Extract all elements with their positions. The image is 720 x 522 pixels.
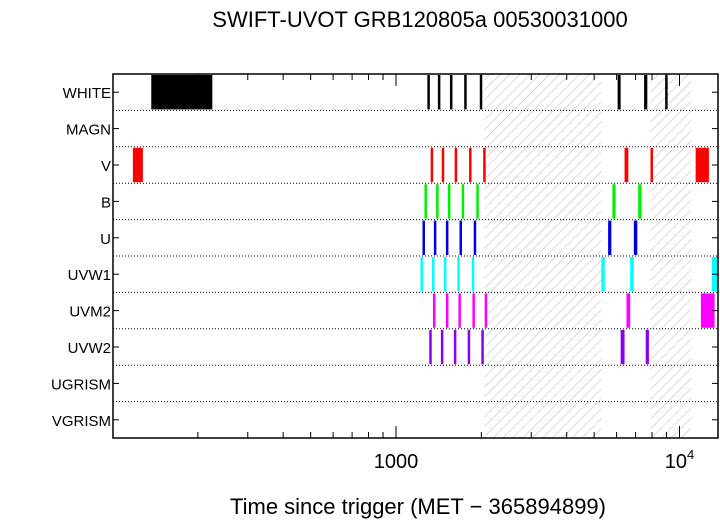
exposure-bar-u <box>445 220 449 255</box>
exposure-bar-v <box>650 147 653 183</box>
exposure-bar-white <box>665 75 668 110</box>
exposure-bar-uvw2 <box>440 329 444 365</box>
x-axis-ticks: 1000 104 <box>197 74 694 473</box>
exposure-bar-white <box>479 75 483 110</box>
exposure-bar-uvw1 <box>432 257 435 292</box>
exposure-bar-uvm2 <box>700 293 715 328</box>
exposure-bar-uvm2 <box>432 293 436 328</box>
row-separators <box>113 109 718 403</box>
exposure-bar-uvw1 <box>420 257 423 292</box>
exposure-bar-v <box>441 147 445 183</box>
exposure-bar-white <box>151 75 213 110</box>
exposure-bar-white <box>437 75 441 110</box>
row-label-uvw1: UVW1 <box>68 267 111 284</box>
row-label-uvm2: UVM2 <box>69 304 111 321</box>
exposure-bar-b <box>461 184 465 219</box>
exposure-bar-b <box>424 184 427 219</box>
excluded-interval <box>650 74 692 438</box>
chart-title: SWIFT-UVOT GRB120805a 00530031000 <box>212 7 627 32</box>
exposure-bar-v <box>454 147 458 183</box>
exposure-bar-white <box>464 75 467 110</box>
exposure-bar-u <box>433 220 437 255</box>
x-tick-label: 104 <box>665 447 694 473</box>
exposure-bar-uvm2 <box>472 293 475 328</box>
exposure-bar-v <box>469 147 472 183</box>
row-label-magn: MAGN <box>66 122 111 139</box>
exposure-bar-uvm2 <box>484 293 488 328</box>
exposure-bar-white <box>427 75 430 110</box>
exposure-bar-uvm2 <box>458 293 461 328</box>
exposure-bar-u <box>459 220 463 255</box>
exposure-bar-white <box>644 75 648 110</box>
exposure-bar-b <box>476 184 479 219</box>
exposure-bar-v <box>483 147 486 183</box>
exposure-bar-v <box>695 147 709 183</box>
row-label-u: U <box>100 231 111 248</box>
row-label-white: WHITE <box>63 85 111 102</box>
exposure-bar-v <box>430 147 434 183</box>
exposure-bar-b <box>447 184 451 219</box>
exposure-bar-uvw1 <box>457 257 460 292</box>
x-axis-label: Time since trigger (MET − 365894899) <box>230 494 606 519</box>
exposure-bar-uvw2 <box>429 329 432 365</box>
exposure-bar-uvw1 <box>471 257 475 292</box>
exposure-bar-b <box>436 184 439 219</box>
exposure-bar-b <box>638 184 642 219</box>
exposure-bar-uvw2 <box>453 329 457 365</box>
exposure-bar-white <box>449 75 453 110</box>
row-label-v: V <box>101 158 111 175</box>
exposure-bar-u <box>422 220 425 255</box>
plot-frame <box>112 73 719 439</box>
exposure-bar-b <box>612 184 616 219</box>
row-label-b: B <box>101 194 111 211</box>
exposure-bar-uvw2 <box>481 329 484 365</box>
exposure-bar-uvw1 <box>443 257 447 292</box>
exposure-bar-uvm2 <box>626 293 631 328</box>
row-label-vgrism: VGRISM <box>52 413 111 430</box>
exposure-bar-uvw2 <box>620 329 625 365</box>
exposure-bar-v <box>624 147 629 183</box>
exposure-bar-u <box>473 220 477 255</box>
row-label-uvw2: UVW2 <box>68 340 111 357</box>
exposure-bar-uvw1 <box>601 257 605 292</box>
row-label-ugrism: UGRISM <box>51 376 111 393</box>
x-tick-label: 1000 <box>374 451 419 473</box>
row-labels: WHITE MAGN V B U UVW1 UVM2 UVW2 UGRISM VGRISM <box>51 85 718 430</box>
exposure-bar-white <box>617 75 621 110</box>
exposure-bar-u <box>608 220 612 255</box>
exposure-bar-uvm2 <box>445 293 449 328</box>
exposure-bar-uvw1 <box>630 257 634 292</box>
exposure-bar-uvw2 <box>645 329 649 365</box>
exposure-bar-uvw2 <box>467 329 471 365</box>
exposure-bar-v <box>132 147 143 183</box>
exposure-bar-u <box>633 220 638 255</box>
